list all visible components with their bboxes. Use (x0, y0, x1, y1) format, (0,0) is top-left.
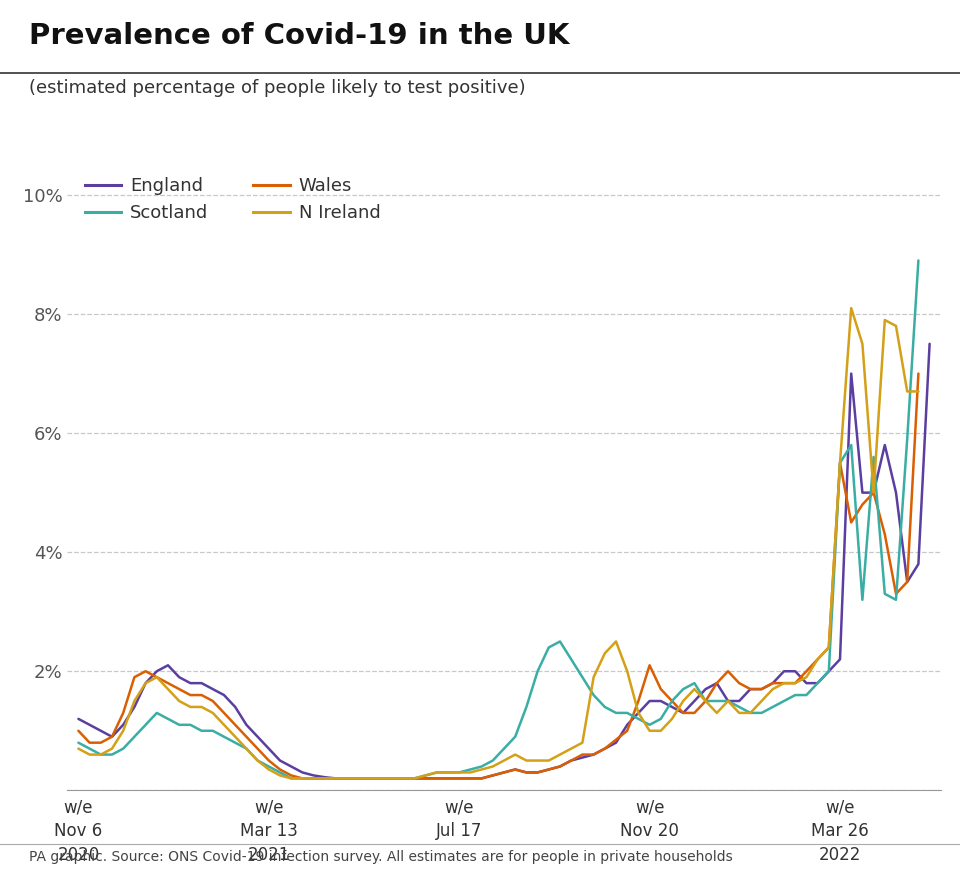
Text: PA graphic. Source: ONS Covid-19 infection survey. All estimates are for people : PA graphic. Source: ONS Covid-19 infecti… (29, 850, 732, 864)
Text: (estimated percentage of people likely to test positive): (estimated percentage of people likely t… (29, 79, 525, 96)
Legend: England, Scotland, Wales, N Ireland: England, Scotland, Wales, N Ireland (85, 178, 380, 222)
Text: Prevalence of Covid-19 in the UK: Prevalence of Covid-19 in the UK (29, 22, 569, 50)
